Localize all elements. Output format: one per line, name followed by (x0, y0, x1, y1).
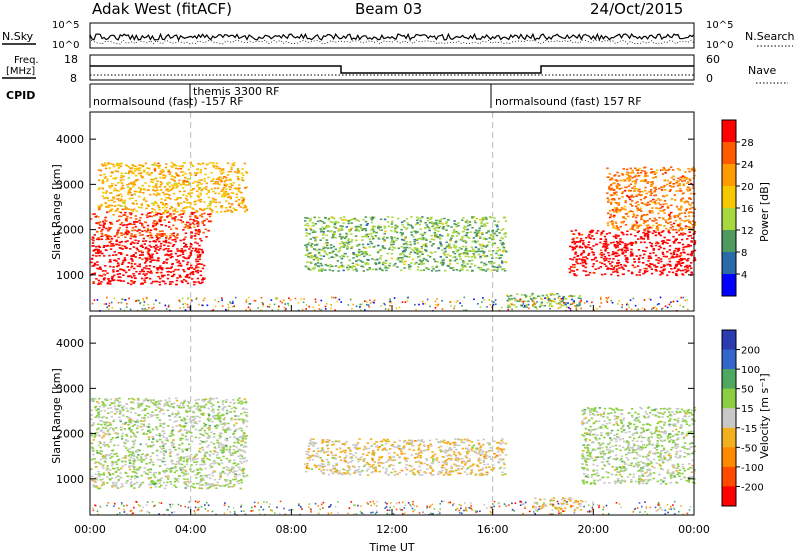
power-ylabel: Slant Range [km] (50, 164, 63, 260)
colorbar-swatch-6 (722, 447, 736, 468)
colorbar-swatch-3 (722, 186, 736, 209)
colorbar-tick-label-5: 8 (741, 248, 747, 259)
colorbar-tick-label-4: 12 (741, 226, 754, 237)
nsearch-tick-top: 10^5 (706, 20, 733, 31)
velocity-band-0 (90, 397, 249, 490)
colorbar-tick-label-0: 28 (741, 138, 754, 149)
velocity-ylabel: Slant Range [km] (50, 368, 63, 464)
ytick-label-3: 4000 (56, 337, 84, 350)
time-axis-label: Time UT (368, 541, 414, 554)
date-title: 24/Oct/2015 (590, 0, 683, 18)
colorbar-swatch-2 (722, 369, 736, 390)
beam-title: Beam 03 (355, 0, 422, 18)
ytick-label-0: 1000 (56, 269, 84, 282)
ytick-label-2: 3000 (56, 178, 84, 191)
freq-tick-bottom: 8 (70, 72, 77, 85)
colorbar-frame (721, 329, 737, 507)
nsky-line (89, 32, 695, 42)
colorbar-tick-label-2: 20 (741, 182, 754, 193)
velocity-ground-scatter (91, 500, 692, 516)
xtick-label-4: 16:00 (477, 523, 509, 536)
colorbar-swatch-0 (722, 120, 736, 143)
time-axis-ticks: 00:00 04:00 08:00 12:00 16:00 20:00 00:00 (74, 305, 710, 536)
colorbar-swatch-4 (722, 208, 736, 231)
freq-tick-top: 18 (64, 53, 78, 66)
cpid-segment-1: normalsound (fast) -157 RF (93, 95, 244, 108)
colorbar-swatch-1 (722, 142, 736, 165)
velocity-colorbar-label: Velocity [m s⁻¹] (758, 373, 771, 458)
colorbar-swatch-2 (722, 164, 736, 187)
power-band-5 (606, 166, 697, 231)
colorbar-tick-label-5: -50 (741, 443, 757, 454)
velocity-band-2 (580, 406, 697, 485)
colorbar-swatch-5 (722, 427, 736, 448)
freq-line (90, 65, 694, 74)
nsearch-label: N.Search (745, 30, 795, 43)
colorbar-swatch-0 (722, 330, 736, 351)
ytick-label-1: 2000 (56, 224, 84, 237)
nsky-tick-bottom: 10^0 (52, 40, 79, 51)
nave-label: Nave (748, 64, 776, 77)
ytick-label-2: 3000 (56, 382, 84, 395)
colorbar-swatch-4 (722, 408, 736, 429)
colorbar-tick-label-3: 15 (741, 404, 754, 415)
nsky-tick-top: 10^5 (52, 20, 79, 31)
freq-label: Freq. (14, 55, 39, 66)
colorbar-tick-label-7: -200 (741, 482, 764, 493)
power-colorbar-label: Power [dB] (758, 182, 771, 242)
colorbar-swatch-8 (722, 486, 736, 507)
xtick-label-2: 08:00 (275, 523, 307, 536)
ytick-label-3: 4000 (56, 133, 84, 146)
ytick-label-0: 1000 (56, 473, 84, 486)
nsearch-line (89, 39, 695, 45)
freq-panel-frame (89, 54, 695, 81)
nsky-label: N.Sky (2, 30, 34, 43)
power-band-4 (568, 229, 697, 277)
power-yticks: 1000 2000 3000 4000 (56, 133, 694, 282)
colorbar-swatch-7 (722, 274, 736, 297)
colorbar-swatch-1 (722, 349, 736, 370)
freq-trace (90, 65, 694, 76)
velocity-panel-frame (89, 315, 695, 516)
xtick-label-0: 00:00 (74, 523, 106, 536)
cpid-segment-2: themis 3300 RF (193, 85, 280, 98)
colorbar-tick-label-1: 100 (741, 365, 760, 376)
xtick-label-1: 04:00 (175, 523, 207, 536)
nsearch-tick-bottom: 10^0 (706, 40, 733, 51)
colorbar-tick-label-3: 16 (741, 204, 754, 215)
ytick-label-1: 2000 (56, 428, 84, 441)
nsky-trace (89, 32, 695, 45)
power-band-3 (304, 216, 508, 272)
velocity-yticks: 1000 2000 3000 4000 (56, 337, 694, 486)
cpid-segment-3: normalsound (fast) 157 RF (495, 95, 642, 108)
colorbar-swatch-7 (722, 466, 736, 487)
xtick-label-3: 12:00 (376, 523, 408, 536)
colorbar-tick-label-6: -100 (741, 463, 764, 474)
velocity-band-1 (304, 438, 508, 476)
nave-tick-top: 60 (706, 53, 720, 66)
power-colorbar: 28 24 20 16 12 8 4 (721, 119, 754, 297)
freq-unit-label: [MHz] (6, 66, 35, 77)
power-band-1 (90, 211, 213, 241)
colorbar-tick-label-0: 200 (741, 346, 760, 357)
station-title: Adak West (fitACF) (92, 0, 232, 18)
colorbar-tick-label-6: 4 (741, 270, 747, 281)
colorbar-tick-label-4: -15 (741, 424, 757, 435)
xtick-label-6: 00:00 (678, 523, 710, 536)
colorbar-swatch-5 (722, 230, 736, 253)
colorbar-tick-label-1: 24 (741, 160, 754, 171)
power-band-2 (97, 161, 249, 214)
nave-tick-bottom: 0 (706, 72, 713, 85)
power-heatmap (90, 112, 697, 312)
power-ground-scatter (91, 296, 689, 312)
velocity-colorbar: 200 100 50 15 -15 -50 -100 -200 (721, 329, 764, 507)
colorbar-swatch-3 (722, 388, 736, 409)
colorbar-tick-label-2: 50 (741, 385, 754, 396)
velocity-heatmap (90, 316, 697, 516)
xtick-label-5: 20:00 (577, 523, 609, 536)
colorbar-swatch-6 (722, 252, 736, 275)
cpid-label: CPID (6, 89, 35, 102)
power-band-0 (90, 238, 206, 286)
